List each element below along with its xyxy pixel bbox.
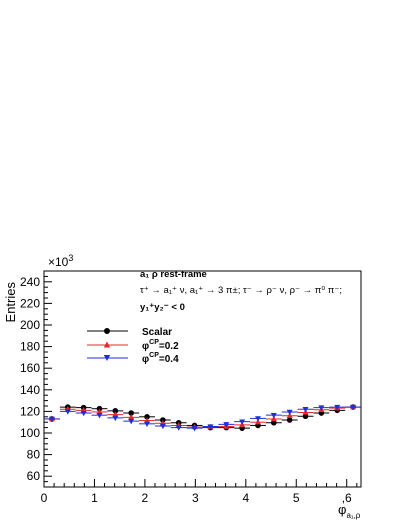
y-tick-label: 160 <box>20 361 40 375</box>
annotation-line-2: τ⁺ → a₁⁺ ν, a₁⁺ → 3 π±; τ⁻ → ρ⁻ ν, ρ⁻ → … <box>140 285 342 296</box>
data-point <box>302 407 309 413</box>
data-point <box>254 419 261 425</box>
annotation-line-1: a₁ ρ rest-frame <box>140 269 207 280</box>
y-tick-label: 100 <box>20 426 40 440</box>
data-point <box>144 414 150 420</box>
legend-marker-cp02 <box>103 341 111 348</box>
annotation: a₁ ρ rest-frame τ⁺ → a₁⁺ ν, a₁⁺ → 3 π±; … <box>140 269 342 313</box>
data-point <box>128 414 135 420</box>
data-point <box>112 415 119 422</box>
data-point <box>270 415 277 422</box>
data-point <box>207 424 214 430</box>
plot-frame <box>43 270 362 488</box>
data-point <box>128 410 134 416</box>
series-2 <box>44 404 361 432</box>
legend-entry-scalar: Scalar <box>87 327 172 338</box>
legend: Scalar φCP=0.2 φCP=0.4 <box>87 327 179 365</box>
legend-marker-cp04 <box>103 355 111 361</box>
x-tick-label: 3 <box>192 491 199 505</box>
x-axis-title: φa₁,ρ <box>338 502 361 520</box>
series-0 <box>44 404 361 431</box>
x-tick-label: 5 <box>293 491 300 505</box>
data-point <box>286 417 293 423</box>
x-tick-label: 4 <box>242 491 249 505</box>
data-point <box>112 411 119 417</box>
y-tick-label: 80 <box>27 448 41 462</box>
data-point <box>96 408 103 415</box>
x-tick-label: 0 <box>41 491 48 505</box>
data-point <box>96 405 103 412</box>
data-point <box>254 416 261 422</box>
data-point <box>350 404 357 411</box>
data-point <box>144 421 151 428</box>
data-point <box>191 425 198 432</box>
x-tick-label: 2 <box>142 491 149 505</box>
data-point <box>128 418 135 425</box>
annotation-line-3: y₁⁺y₂⁻ < 0 <box>140 302 185 313</box>
data-point <box>286 412 293 418</box>
y-multiplier: ×103 <box>48 253 73 269</box>
data-point <box>159 423 166 430</box>
x-tick-label: ,6 <box>342 491 352 505</box>
y-tick-label: 200 <box>20 318 40 332</box>
data-point <box>334 404 341 411</box>
legend-label-cp02: φCP=0.2 <box>142 339 179 352</box>
data-point <box>175 425 182 431</box>
data-point <box>271 419 277 426</box>
y-tick-label: 140 <box>20 383 40 397</box>
legend-marker-scalar <box>104 328 110 334</box>
y-multiplier-exponent: 3 <box>68 253 73 263</box>
legend-label-cp04: φCP=0.4 <box>142 352 179 365</box>
x-tick-label: 1 <box>91 491 98 505</box>
legend-entry-cp04: φCP=0.4 <box>87 352 179 365</box>
series-1 <box>44 403 361 430</box>
x-axis-title-sub: a₁,ρ <box>346 511 360 520</box>
y-tick-label: 180 <box>20 340 40 354</box>
data-point <box>112 408 119 414</box>
data-point <box>302 413 309 420</box>
data-point <box>144 417 151 423</box>
y-tick-label: 240 <box>20 275 40 289</box>
data-point <box>48 416 55 423</box>
y-tick-label: 60 <box>27 469 41 483</box>
data-point <box>239 419 246 425</box>
data-point <box>223 422 230 428</box>
data-point <box>270 412 277 419</box>
data-point <box>96 412 103 419</box>
data-point <box>286 409 293 416</box>
data-point <box>318 405 325 411</box>
legend-label-scalar: Scalar <box>142 327 172 338</box>
data-point <box>160 417 166 423</box>
y-tick-label: 120 <box>20 404 40 418</box>
y-axis-title: Entries <box>3 282 18 323</box>
legend-entry-cp02: φCP=0.2 <box>87 339 179 352</box>
data-point <box>80 410 87 417</box>
data-point <box>64 409 71 415</box>
y-tick-label: 220 <box>20 296 40 310</box>
